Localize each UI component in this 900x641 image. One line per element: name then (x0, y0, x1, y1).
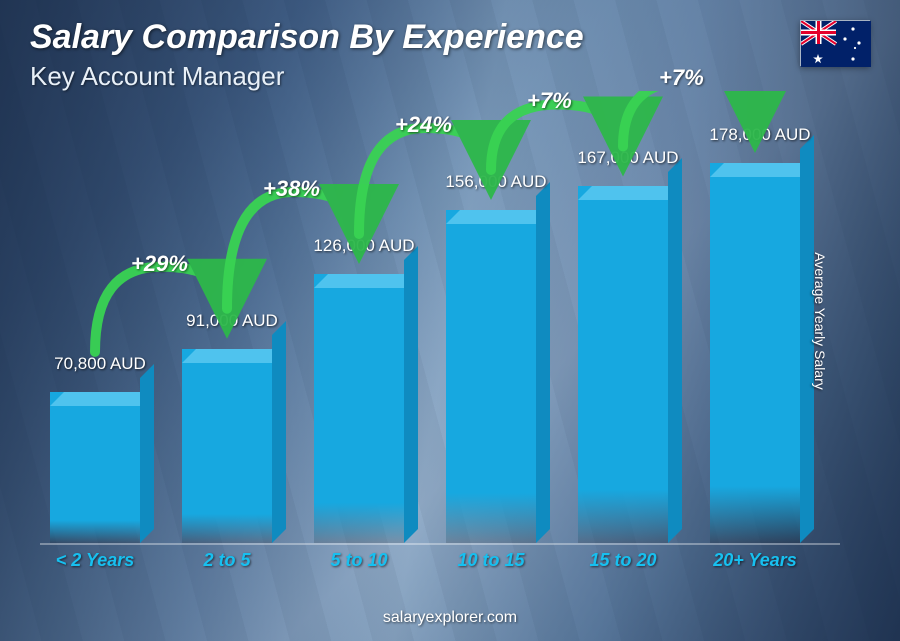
bar-category-label: 20+ Years (700, 550, 810, 571)
bar-front (578, 186, 668, 543)
bar-front (446, 210, 536, 543)
salary-bar (50, 392, 140, 543)
bar-value-label: 126,000 AUD (299, 236, 429, 256)
salary-bar (710, 163, 800, 543)
salary-bar (182, 349, 272, 543)
bar-side (272, 321, 286, 543)
salary-bar (446, 210, 536, 543)
bar-top (578, 186, 682, 200)
bar-value-label: 156,000 AUD (431, 172, 561, 192)
salary-bar (314, 274, 404, 543)
bar-value-label: 178,000 AUD (695, 125, 825, 145)
bar-value-label: 91,000 AUD (167, 311, 297, 331)
header: Salary Comparison By Experience Key Acco… (30, 18, 870, 92)
bar-category-label: 5 to 10 (304, 550, 414, 571)
growth-percent-label: +29% (131, 251, 188, 277)
y-axis-label: Average Yearly Salary (811, 252, 827, 390)
australia-flag-icon (800, 20, 870, 66)
growth-percent-label: +38% (263, 176, 320, 202)
page-subtitle: Key Account Manager (30, 61, 870, 92)
bar-top (314, 274, 418, 288)
page-title: Salary Comparison By Experience (30, 18, 870, 57)
bar-category-label: < 2 Years (40, 550, 150, 571)
growth-percent-label: +24% (395, 112, 452, 138)
salary-bar (578, 186, 668, 543)
growth-percent-label: +7% (527, 88, 572, 114)
bar-front (50, 392, 140, 543)
bar-side (668, 158, 682, 543)
bar-side (536, 182, 550, 543)
bar-front (710, 163, 800, 543)
bar-category-label: 10 to 15 (436, 550, 546, 571)
growth-percent-label: +7% (659, 65, 704, 91)
bar-front (182, 349, 272, 543)
bar-front (314, 274, 404, 543)
bar-value-label: 70,800 AUD (35, 354, 165, 374)
footer-attribution: salaryexplorer.com (0, 609, 900, 627)
bar-value-label: 167,000 AUD (563, 148, 693, 168)
bar-top (710, 163, 814, 177)
bar-side (404, 246, 418, 543)
salary-bar-chart: 70,800 AUD< 2 Years91,000 AUD2 to 5126,0… (40, 91, 830, 571)
bar-category-label: 2 to 5 (172, 550, 282, 571)
bar-side (140, 364, 154, 543)
bar-top (182, 349, 286, 363)
bar-category-label: 15 to 20 (568, 550, 678, 571)
bar-top (446, 210, 550, 224)
bar-top (50, 392, 154, 406)
